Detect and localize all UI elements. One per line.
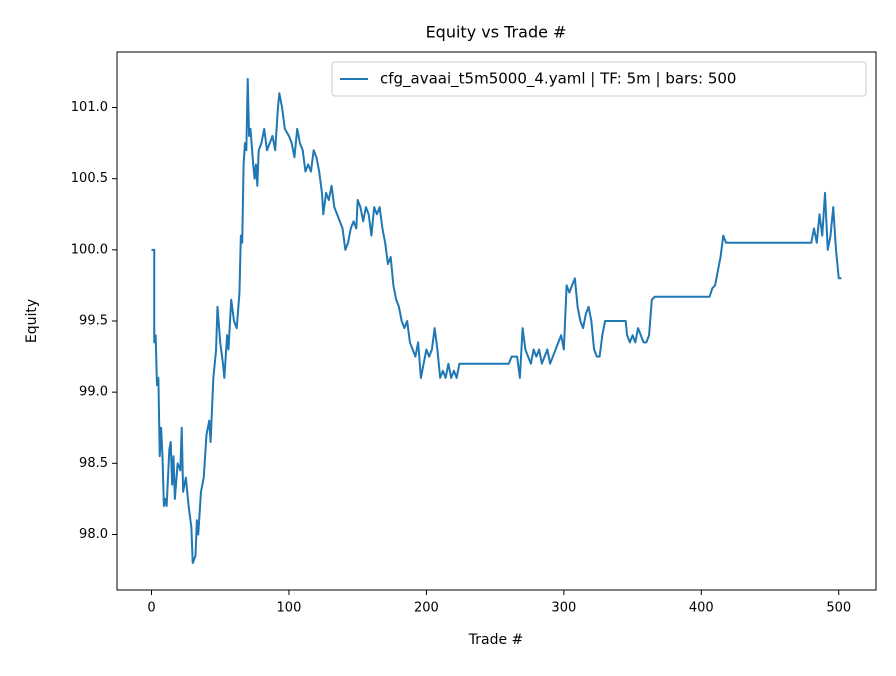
x-axis-label: Trade # [468,632,524,648]
x-tick-label: 100 [277,601,302,616]
y-tick-label: 98.5 [79,456,108,471]
x-tick-label: 200 [414,601,439,616]
x-tick-label: 300 [551,601,576,616]
y-tick-label: 98.0 [79,527,108,542]
x-tick-label: 400 [689,601,714,616]
y-tick-label: 99.0 [79,385,108,400]
legend-box [331,61,867,97]
legend-label: cfg_avaai_t5m5000_4.yaml | TF: 5m | bars… [380,70,736,89]
plot-frame [116,51,877,591]
y-tick-label: 100.5 [71,171,108,186]
y-tick-label: 100.0 [71,242,108,257]
y-tick-label: 101.0 [71,100,108,115]
y-tick-label: 99.5 [79,314,108,329]
x-tick-label: 500 [826,601,851,616]
x-tick-label: 0 [147,601,155,616]
y-axis-label: Equity [24,299,40,343]
line-series [151,78,842,564]
chart-title: Equity vs Trade # [426,23,567,42]
